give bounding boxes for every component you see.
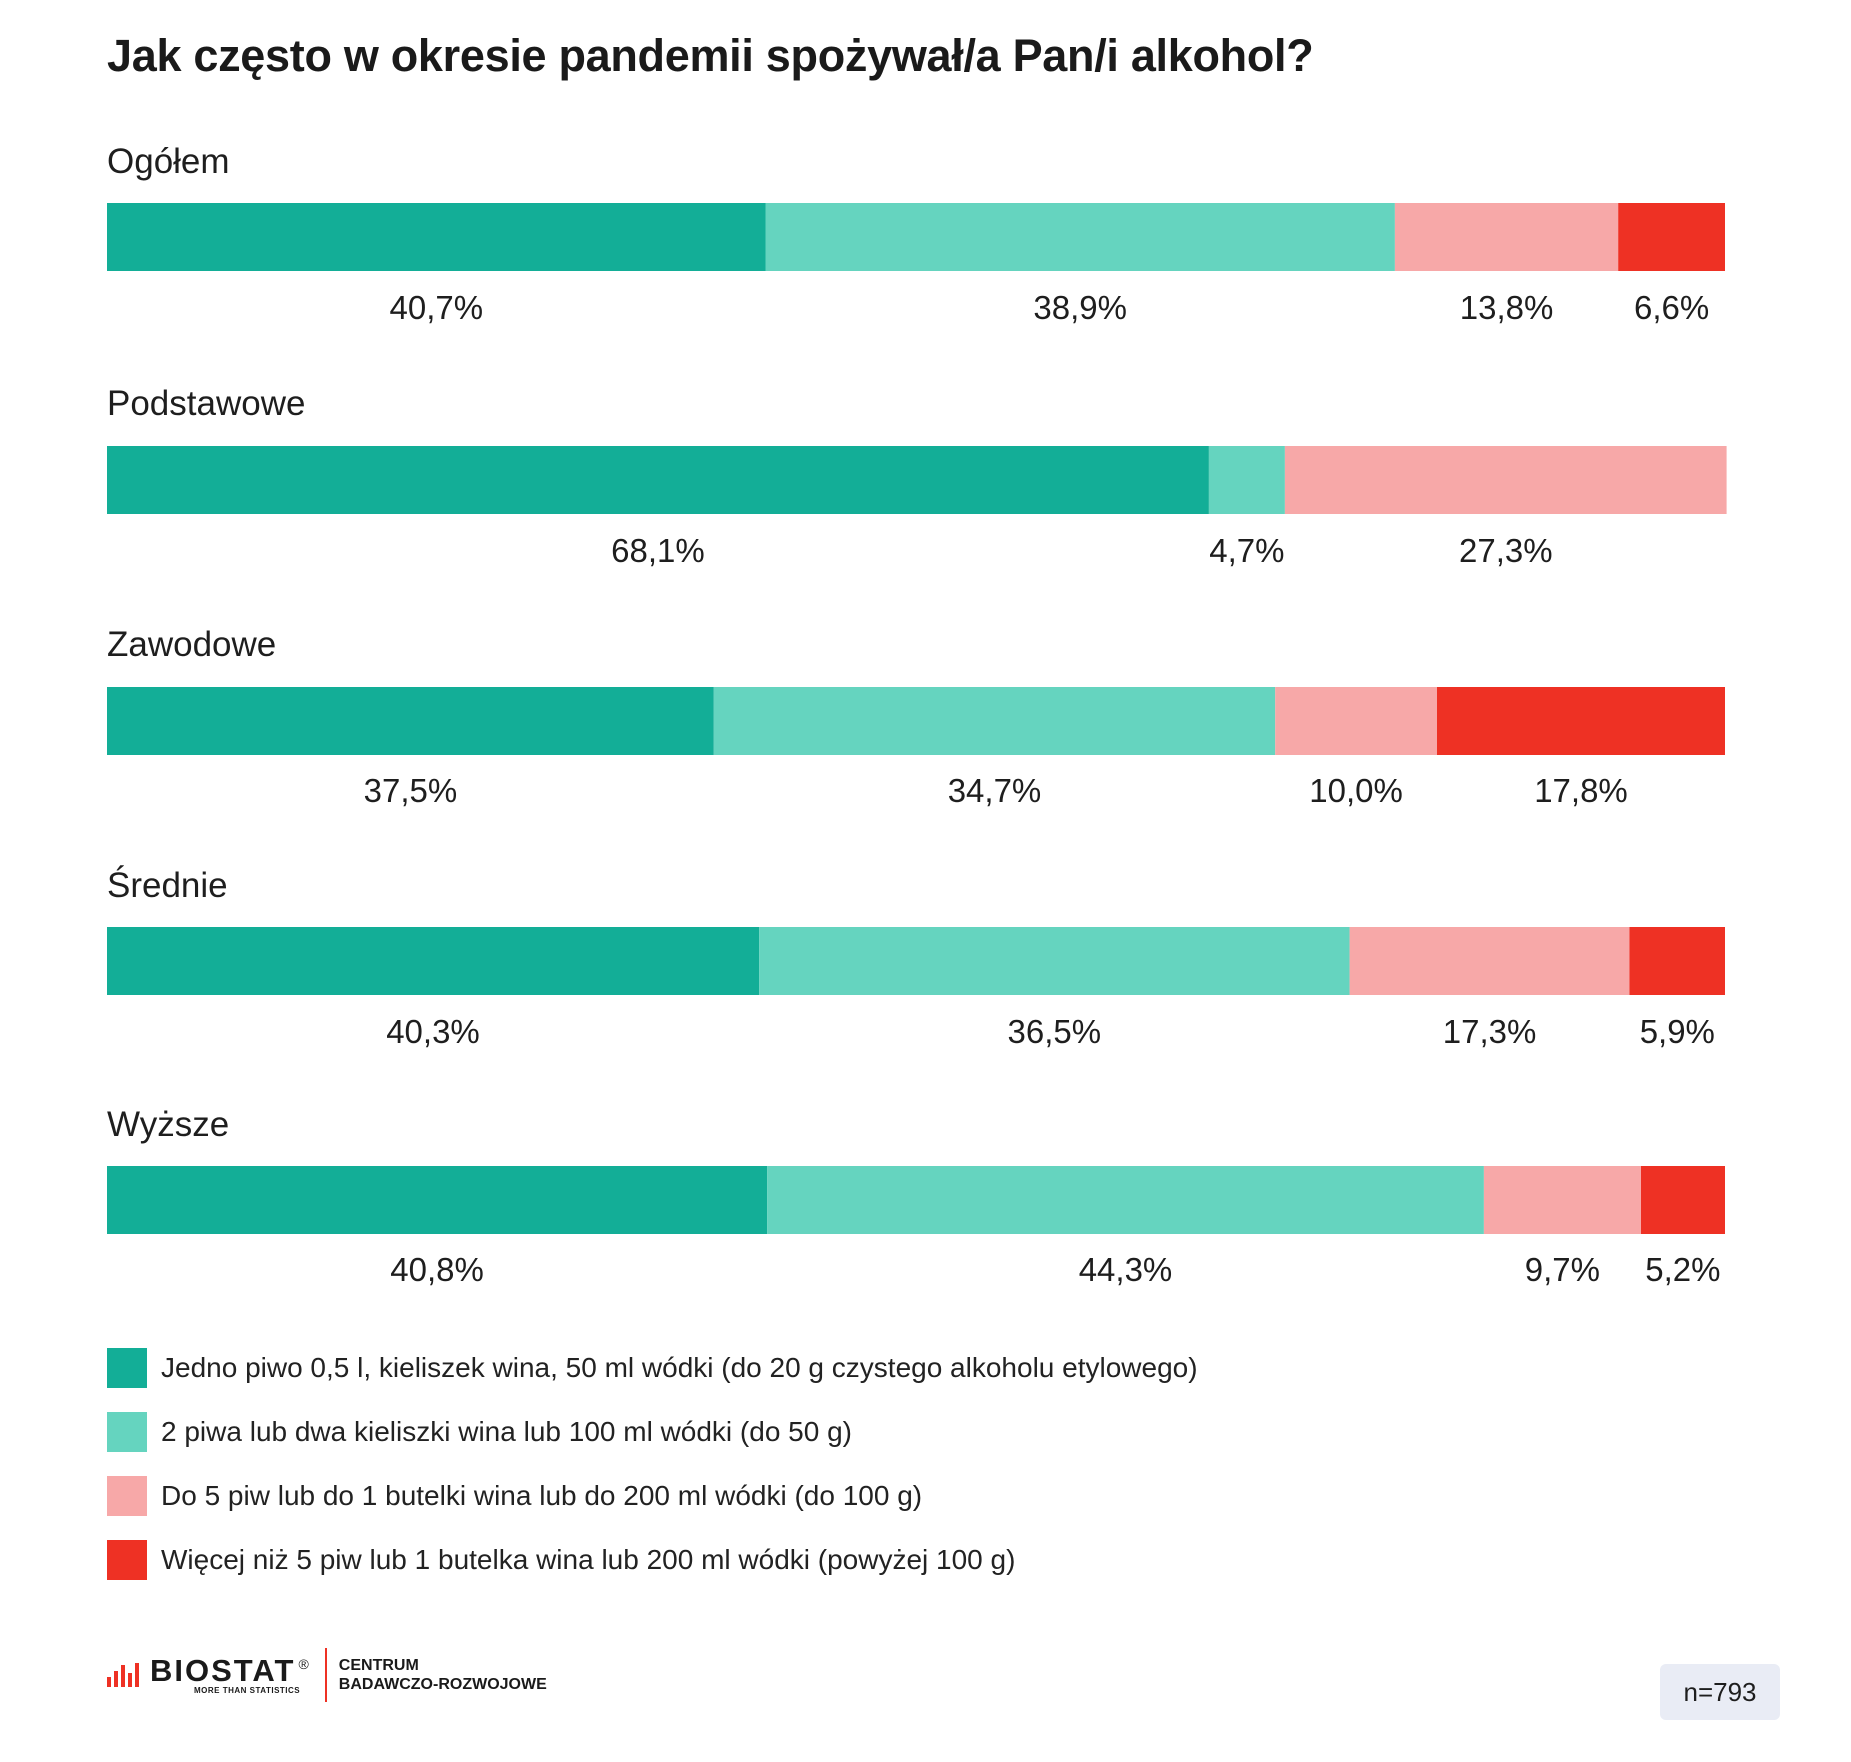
data-label: 36,5% (1008, 1013, 1102, 1050)
data-label: 44,3% (1079, 1251, 1173, 1288)
data-label: 4,7% (1209, 532, 1284, 569)
data-label: 34,7% (948, 772, 1042, 809)
legend-item: Do 5 piw lub do 1 butelki wina lub do 20… (107, 1476, 1198, 1516)
bar-segment (1483, 1166, 1641, 1234)
data-label: 40,3% (386, 1013, 480, 1050)
data-label: 40,7% (390, 289, 484, 326)
registered-mark: ® (298, 1655, 309, 1672)
chart-title: Jak często w okresie pandemii spożywał/a… (107, 30, 1314, 81)
group-label: Podstawowe (107, 384, 305, 423)
legend: Jedno piwo 0,5 l, kieliszek wina, 50 ml … (107, 1348, 1198, 1604)
data-label: 37,5% (364, 772, 458, 809)
bar-segment (1640, 1166, 1725, 1234)
legend-swatch (107, 1476, 147, 1516)
data-label: 10,0% (1309, 772, 1403, 809)
bar-segment (1208, 446, 1285, 514)
bar-segment (107, 446, 1209, 514)
bar-segment (107, 203, 766, 271)
group-label: Zawodowe (107, 625, 276, 664)
legend-swatch (107, 1412, 147, 1452)
bar-segment (107, 1166, 768, 1234)
group-label: Wyższe (107, 1105, 229, 1144)
data-label: 6,6% (1634, 289, 1709, 326)
data-label: 17,8% (1534, 772, 1628, 809)
group-label: Średnie (107, 865, 228, 905)
data-label: 38,9% (1033, 289, 1127, 326)
bar-segment (1618, 203, 1725, 271)
biostat-logo: BIOSTAT ® MORE THAN STATISTICS CENTRUM BA… (107, 1648, 547, 1702)
legend-label: Do 5 piw lub do 1 butelki wina lub do 20… (161, 1480, 923, 1511)
legend-item: 2 piwa lub dwa kieliszki wina lub 100 ml… (107, 1412, 1198, 1452)
bar-segment (713, 687, 1276, 755)
legend-label: 2 piwa lub dwa kieliszki wina lub 100 ml… (161, 1416, 853, 1447)
bar-segment (765, 203, 1395, 271)
logo-center-line-2: BADAWCZO-ROZWOJOWE (338, 1676, 547, 1693)
bar-segment (1437, 687, 1725, 755)
legend-item: Jedno piwo 0,5 l, kieliszek wina, 50 ml … (107, 1348, 1198, 1388)
data-label: 9,7% (1525, 1251, 1600, 1288)
bar-segment (767, 1166, 1484, 1234)
legend-label: Jedno piwo 0,5 l, kieliszek wina, 50 ml … (161, 1352, 1198, 1383)
logo-divider (324, 1648, 327, 1702)
logo-tagline: MORE THAN STATISTICS (194, 1685, 301, 1695)
bar-segment (1349, 927, 1630, 995)
bar-segment (759, 927, 1350, 995)
bar-segment (107, 927, 760, 995)
legend-item: Więcej niż 5 piw lub 1 butelka wina lub … (107, 1540, 1198, 1580)
data-label: 13,8% (1460, 289, 1554, 326)
bar-segment (107, 687, 714, 755)
stacked-bar-chart: Ogółem 40,7% 38,9% 13,8% 6,6% Podstawowe 68,1%… (107, 142, 1727, 1288)
data-label: 17,3% (1443, 1013, 1537, 1050)
logo-bars-icon (107, 1663, 142, 1687)
data-label: 68,1% (611, 532, 705, 569)
bar-segment (1629, 927, 1725, 995)
legend-swatch (107, 1348, 147, 1388)
legend-swatch (107, 1540, 147, 1580)
sample-size-badge: n=793 (1660, 1664, 1780, 1720)
bar-segment (1394, 203, 1619, 271)
group-label: Ogółem (107, 142, 230, 181)
bar-segment (1275, 687, 1437, 755)
bar-segment (1284, 446, 1727, 514)
logo-brand: BIOSTAT ® (150, 1652, 309, 1688)
data-label: 5,9% (1640, 1013, 1715, 1050)
data-label: 5,2% (1645, 1251, 1720, 1288)
data-label: 27,3% (1459, 532, 1553, 569)
data-label: 40,8% (390, 1251, 484, 1288)
legend-label: Więcej niż 5 piw lub 1 butelka wina lub … (161, 1544, 1016, 1575)
logo-center-line-1: CENTRUM (338, 1657, 419, 1674)
